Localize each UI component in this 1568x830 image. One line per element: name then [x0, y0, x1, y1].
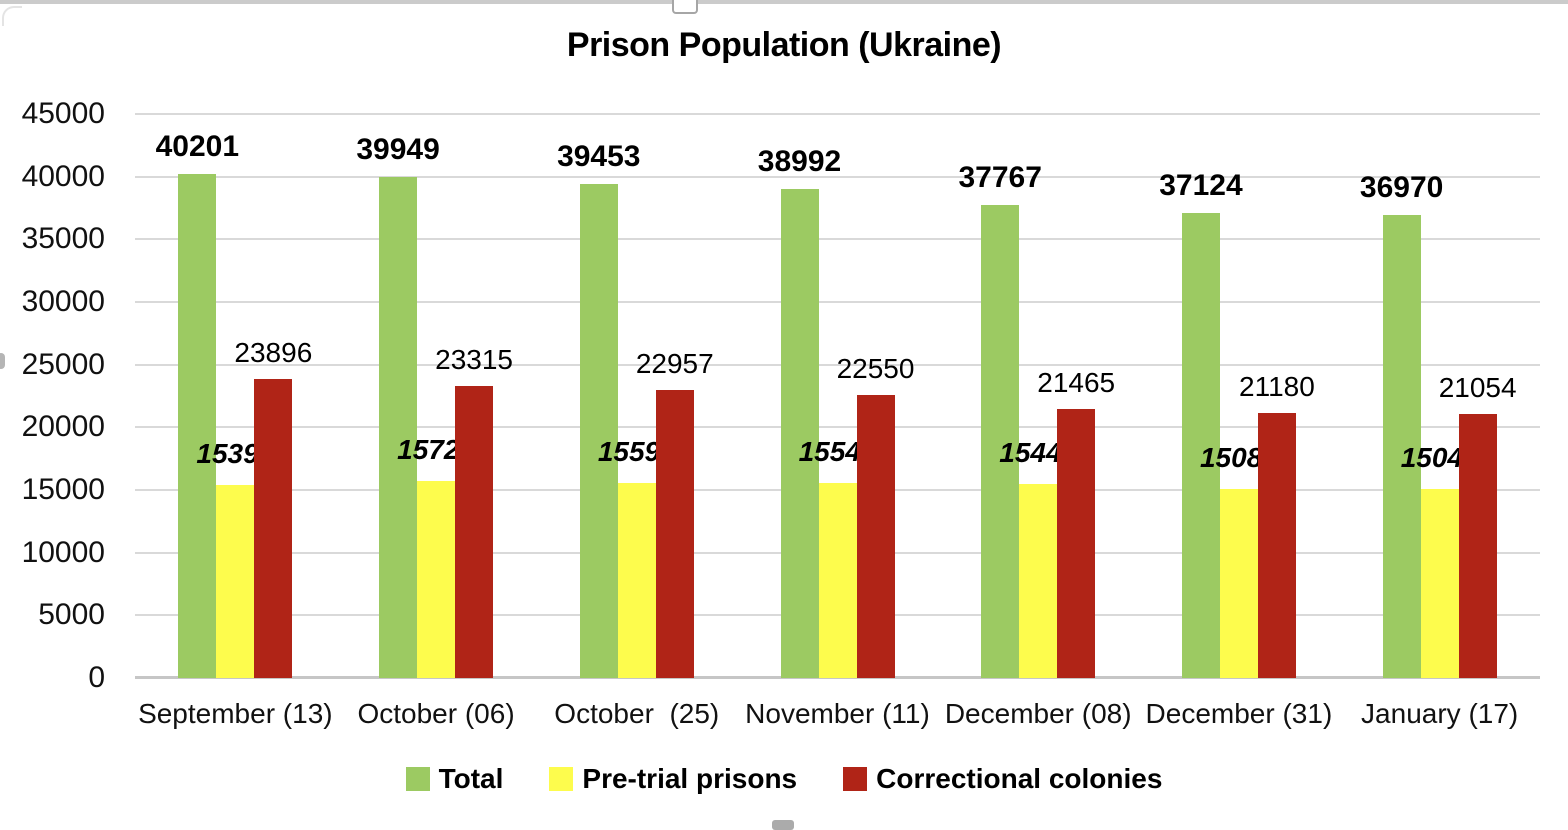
clipped-left-artifact — [0, 353, 5, 369]
y-axis-tick-label: 35000 — [21, 222, 105, 256]
bar-total — [780, 189, 819, 678]
bar-total — [379, 177, 418, 678]
value-label-correctional: 21054 — [1438, 372, 1517, 404]
bar-pretrial — [417, 480, 456, 678]
gridline — [135, 301, 1540, 303]
bar-correctional — [1057, 408, 1096, 678]
y-axis-tick-label: 20000 — [21, 410, 105, 444]
bar-pretrial — [216, 485, 255, 678]
chart-legend: Total Pre-trial prisons Correctional colon… — [0, 764, 1568, 794]
legend-item: Pre-trial prisons — [549, 764, 797, 794]
bar-pretrial — [1420, 489, 1459, 678]
legend-swatch-icon — [843, 767, 868, 791]
x-axis-category-label: January (17) — [1361, 698, 1519, 729]
gridline — [135, 175, 1540, 178]
value-label-total: 38992 — [757, 145, 842, 179]
legend-item: Total — [405, 763, 504, 794]
bar-total — [178, 174, 217, 678]
bar-pretrial — [1219, 488, 1258, 678]
value-label-total: 37124 — [1159, 168, 1243, 202]
y-axis-tick-label: 30000 — [21, 285, 105, 318]
gridline — [135, 363, 1540, 366]
y-axis-tick-label: 25000 — [21, 347, 105, 381]
value-label-correctional: 23896 — [234, 336, 313, 368]
gridline — [135, 238, 1540, 241]
gridline — [135, 113, 1540, 115]
bar-total — [1382, 214, 1421, 678]
legend-label: Pre-trial prisons — [582, 763, 798, 794]
bar-correctional — [655, 390, 694, 678]
y-axis-tick-label: 0 — [88, 661, 105, 694]
y-axis-tick-label: 5000 — [38, 598, 105, 632]
value-label-total: 37767 — [958, 160, 1042, 194]
value-label-total: 39949 — [356, 133, 440, 167]
bar-pretrial — [818, 483, 857, 678]
bar-correctional — [455, 385, 494, 678]
value-label-correctional: 22957 — [635, 348, 714, 380]
legend-swatch-icon — [549, 767, 574, 791]
y-axis-tick-label: 15000 — [21, 473, 105, 506]
bar-pretrial — [1019, 484, 1058, 678]
window-top-edge — [0, 0, 1568, 4]
value-label-total: 39453 — [557, 139, 641, 173]
x-axis-category-label: October (25) — [554, 698, 720, 729]
gridline — [135, 426, 1540, 429]
chart-frame-corner — [2, 6, 22, 26]
x-axis-category-label: September (13) — [138, 698, 333, 729]
value-label-correctional: 23315 — [435, 343, 513, 375]
chart-title: Prison Population (Ukraine) — [566, 26, 1002, 64]
bar-total — [579, 183, 618, 678]
y-axis-tick-label: 10000 — [21, 535, 105, 569]
bar-correctional — [254, 378, 293, 678]
legend-item: Correctional colonies — [843, 764, 1162, 794]
legend-label: Correctional colonies — [876, 763, 1163, 794]
y-axis-tick-label: 45000 — [21, 97, 105, 130]
legend-label: Total — [438, 763, 504, 794]
bar-total — [981, 204, 1020, 678]
x-axis-category-label: October (06) — [357, 698, 515, 729]
x-axis-category-label: November (11) — [745, 698, 930, 729]
x-axis-category-label: December (31) — [1145, 698, 1333, 729]
bar-correctional — [1458, 414, 1497, 678]
bar-total — [1181, 212, 1220, 678]
y-axis-tick-label: 40000 — [21, 159, 105, 193]
chart-drag-handle-top[interactable] — [672, 0, 698, 14]
value-label-correctional: 22550 — [836, 353, 915, 385]
value-label-total: 36970 — [1359, 170, 1444, 204]
bar-correctional — [856, 395, 895, 678]
value-label-total: 40201 — [155, 130, 240, 164]
bar-correctional — [1257, 412, 1296, 678]
value-label-correctional: 21465 — [1037, 366, 1116, 398]
legend-swatch-icon — [405, 767, 430, 791]
chart-drag-handle-bottom[interactable] — [772, 820, 794, 830]
clipped-left-digit-artifact: 0 — [0, 649, 1, 679]
x-axis-category-label: December (08) — [944, 698, 1132, 729]
value-label-correctional: 21180 — [1239, 370, 1315, 402]
bar-pretrial — [617, 482, 656, 678]
